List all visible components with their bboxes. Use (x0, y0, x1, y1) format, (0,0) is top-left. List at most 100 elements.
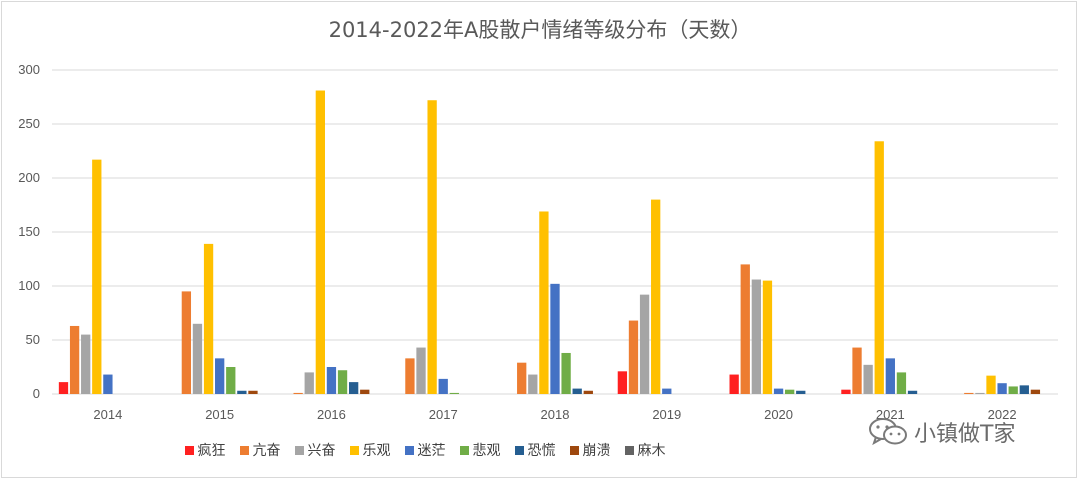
bar-2015-亢奋 (181, 291, 192, 394)
legend-label: 恐慌 (527, 443, 556, 459)
y-tick-label: 200 (18, 170, 40, 185)
bar-2022-迷茫 (997, 383, 1007, 394)
x-tick-label: 2019 (652, 407, 681, 422)
legend-item: 恐慌 (514, 440, 556, 460)
bar-2020-疯狂 (729, 374, 739, 394)
bar-2018-兴奋 (528, 374, 538, 394)
legend-item: 崩溃 (569, 440, 611, 460)
watermark-text: 小镇做T家 (914, 422, 1016, 447)
bar-2019-迷茫 (662, 388, 672, 394)
wechat-icon (869, 418, 907, 446)
bar-2021-兴奋 (863, 364, 873, 394)
legend-swatch (624, 445, 634, 455)
x-tick-label: 2015 (205, 407, 234, 422)
bar-2016-恐慌 (348, 382, 359, 394)
bar-2017-迷茫 (438, 378, 448, 394)
bar-2018-迷茫 (550, 283, 560, 394)
bar-2019-疯狂 (617, 371, 628, 394)
bars (58, 90, 1041, 395)
bar-2016-亢奋 (293, 392, 303, 394)
x-tick-label: 2018 (541, 407, 570, 422)
y-tick-label: 250 (18, 116, 40, 131)
legend-swatch (294, 445, 304, 455)
legend-label: 兴奋 (307, 443, 336, 459)
bar-2016-乐观 (315, 90, 325, 395)
x-tick-label: 2020 (764, 407, 793, 422)
bar-2018-亢奋 (517, 362, 527, 394)
legend-item: 迷茫 (404, 440, 446, 460)
bar-2022-恐慌 (1019, 385, 1029, 394)
legend-item: 麻木 (624, 440, 666, 460)
bar-2018-乐观 (539, 211, 549, 394)
bar-2020-乐观 (762, 280, 773, 394)
bar-2016-兴奋 (304, 372, 314, 394)
y-tick-label: 100 (18, 278, 40, 293)
x-tick-label: 2016 (317, 407, 346, 422)
bar-2015-乐观 (203, 243, 214, 394)
bar-2020-亢奋 (740, 264, 750, 394)
bar-2022-兴奋 (975, 392, 985, 394)
legend-label: 迷茫 (417, 443, 446, 459)
bar-2020-迷茫 (773, 388, 784, 394)
bar-2015-恐慌 (237, 390, 247, 394)
bar-2019-兴奋 (639, 294, 650, 394)
legend-swatch (569, 445, 579, 455)
bar-2021-疯狂 (841, 389, 851, 394)
bar-2015-崩溃 (248, 390, 258, 394)
bar-2016-悲观 (337, 370, 348, 394)
legend-label: 亢奋 (252, 443, 281, 459)
bar-2021-乐观 (874, 141, 884, 394)
bar-2022-悲观 (1008, 386, 1018, 394)
bar-2014-疯狂 (58, 382, 69, 394)
y-tick-label: 50 (26, 332, 40, 347)
chart-title: 2014-2022年A股散户情绪等级分布（天数） (328, 18, 752, 42)
legend-item: 兴奋 (294, 440, 336, 460)
bar-2018-悲观 (561, 352, 571, 394)
bar-2016-崩溃 (360, 389, 370, 394)
bar-2020-悲观 (785, 389, 795, 394)
bar-2017-乐观 (427, 100, 437, 395)
bar-2018-崩溃 (583, 390, 593, 394)
bar-2014-迷茫 (103, 374, 113, 394)
x-tick-label: 2017 (429, 407, 458, 422)
legend-label: 疯狂 (197, 443, 226, 459)
y-tick-label: 0 (33, 386, 40, 401)
bar-2021-恐慌 (907, 390, 918, 394)
bar-2020-恐慌 (796, 390, 806, 394)
bar-2019-乐观 (651, 199, 661, 394)
legend-item: 亢奋 (239, 440, 281, 460)
legend-swatch (184, 445, 194, 455)
legend-swatch (404, 445, 414, 455)
x-tick-label: 2022 (988, 407, 1017, 422)
legend-swatch (349, 445, 359, 455)
bar-2014-兴奋 (81, 334, 91, 394)
bar-2021-亢奋 (852, 347, 862, 394)
legend-item: 疯狂 (184, 440, 226, 460)
legend-label: 悲观 (472, 443, 501, 459)
bar-2017-兴奋 (416, 347, 426, 394)
y-tick-label: 150 (18, 224, 40, 239)
legend-label: 乐观 (362, 443, 391, 459)
bar-2017-亢奋 (405, 358, 415, 394)
legend-swatch (459, 445, 469, 455)
y-tick-label: 300 (18, 62, 40, 77)
bar-2015-迷茫 (215, 358, 225, 394)
bar-2021-迷茫 (885, 358, 895, 394)
bar-2016-迷茫 (326, 367, 337, 394)
watermark: 小镇做T家 (868, 416, 1015, 448)
legend-swatch (514, 445, 524, 455)
bar-2018-恐慌 (572, 388, 582, 394)
legend: 疯狂 亢奋 兴奋 乐观 迷茫 悲观 恐慌 崩溃 麻木 (0, 440, 1080, 460)
bar-2014-亢奋 (69, 325, 80, 394)
legend-item: 乐观 (349, 440, 391, 460)
bar-2022-乐观 (986, 375, 996, 394)
legend-swatch (239, 445, 249, 455)
bar-2020-兴奋 (751, 279, 762, 394)
bar-2022-崩溃 (1030, 389, 1041, 394)
bar-2019-亢奋 (628, 320, 639, 394)
y-axis-ticks: 0 50 100 150 200 250 300 (18, 62, 40, 401)
x-tick-label: 2014 (93, 407, 122, 422)
bar-2022-亢奋 (964, 392, 974, 394)
legend-item: 悲观 (459, 440, 501, 460)
